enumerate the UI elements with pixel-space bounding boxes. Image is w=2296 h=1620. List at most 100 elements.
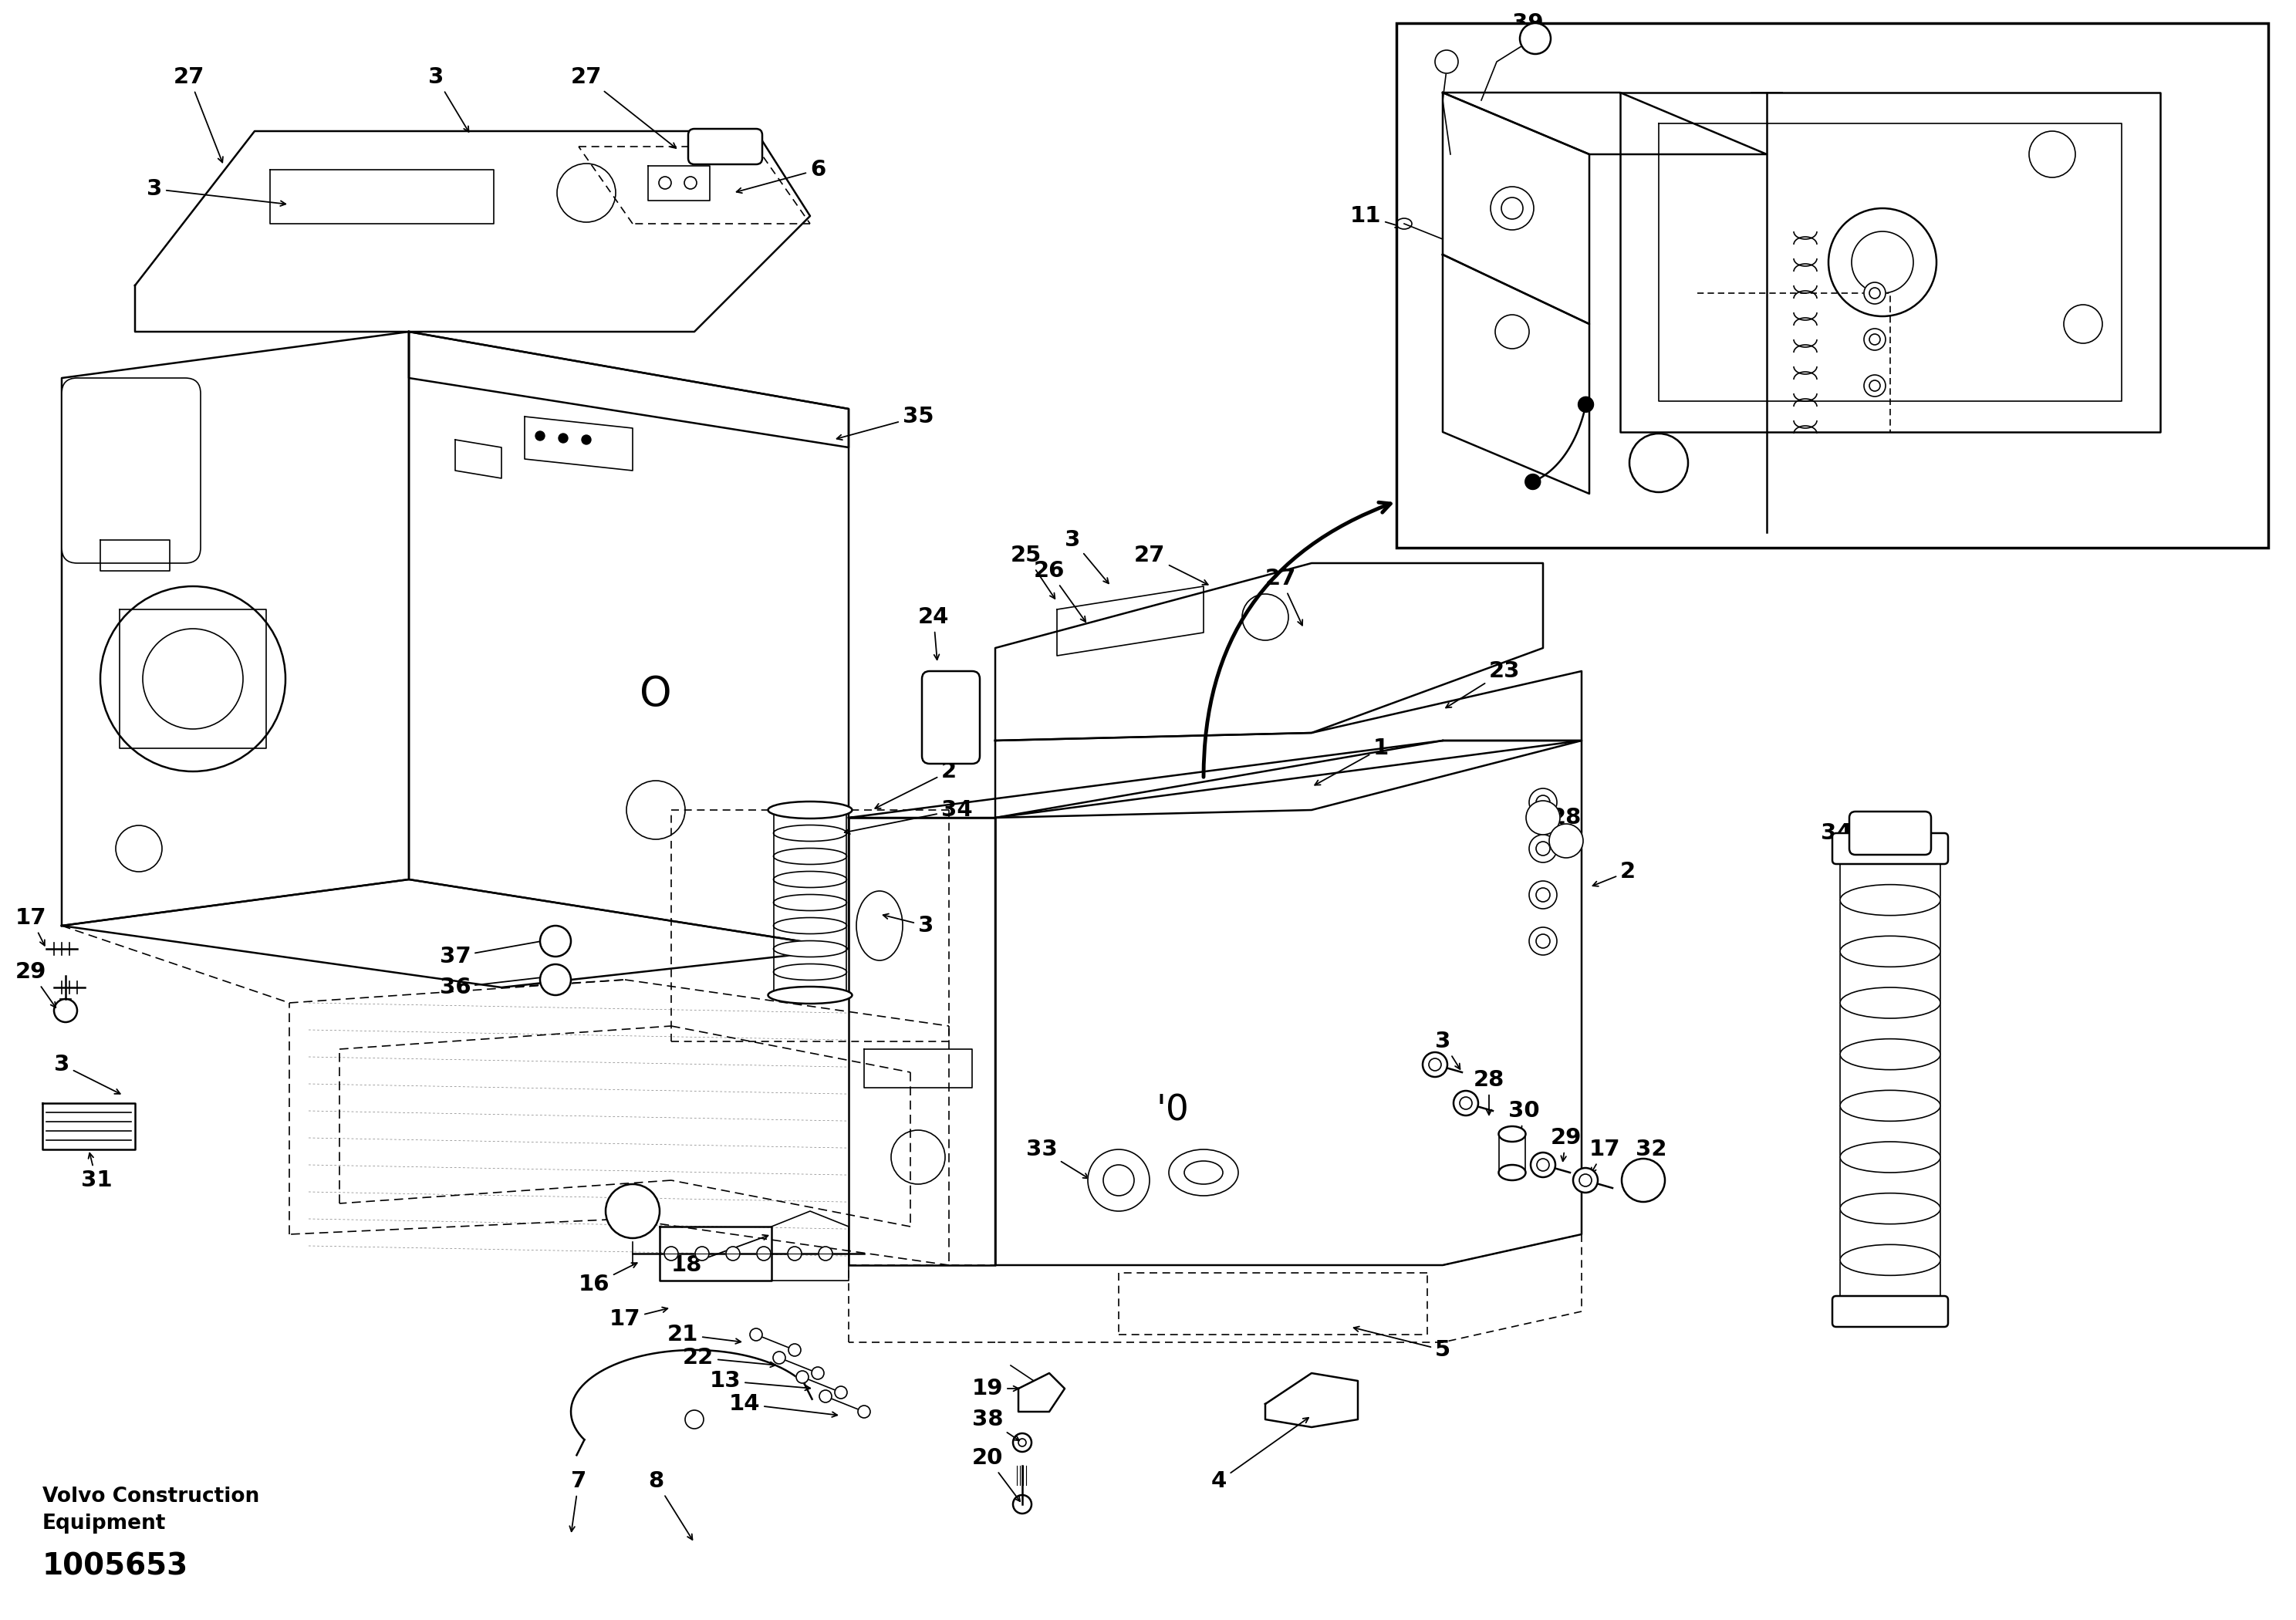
Text: 39: 39 [1511,13,1543,37]
Text: 23: 23 [1446,661,1520,708]
Text: 1: 1 [1623,50,1667,113]
Polygon shape [62,332,409,925]
Text: 33: 33 [1026,1139,1088,1178]
Polygon shape [850,818,994,1265]
Text: 21: 21 [668,1324,742,1345]
Text: Equipment: Equipment [41,1513,165,1534]
Circle shape [664,1247,677,1260]
Ellipse shape [1839,1194,1940,1225]
Ellipse shape [769,987,852,1004]
Text: 30: 30 [1508,1100,1538,1137]
Circle shape [1550,825,1584,859]
Circle shape [751,1328,762,1341]
Text: 3: 3 [1065,530,1109,583]
Text: 14: 14 [728,1393,838,1418]
FancyBboxPatch shape [62,377,200,564]
Ellipse shape [1839,1038,1940,1069]
Circle shape [1525,475,1541,489]
Text: 4: 4 [1212,1418,1309,1492]
Text: 5: 5 [1355,1327,1451,1361]
Text: 35: 35 [836,405,934,441]
Circle shape [820,1390,831,1403]
Polygon shape [62,880,850,988]
Ellipse shape [1839,1244,1940,1275]
Ellipse shape [1839,1090,1940,1121]
Text: 13: 13 [709,1371,810,1392]
Circle shape [1453,1090,1479,1116]
Circle shape [1828,209,1936,316]
Text: 27: 27 [174,66,223,162]
Text: 32: 32 [1635,1139,1667,1176]
Circle shape [1527,800,1559,834]
Circle shape [788,1247,801,1260]
Polygon shape [1442,254,1589,494]
Text: 38: 38 [971,1409,1019,1440]
Text: 2: 2 [875,761,957,808]
Ellipse shape [774,825,847,841]
Text: 10: 10 [1522,467,1559,520]
Text: 11: 11 [1350,206,1401,227]
Circle shape [540,925,572,956]
Circle shape [774,1351,785,1364]
Text: 36: 36 [439,974,551,998]
Text: 34: 34 [1821,823,1853,847]
Text: 22: 22 [682,1346,776,1369]
Text: 24: 24 [918,606,948,659]
Circle shape [1490,186,1534,230]
Ellipse shape [774,941,847,957]
Text: 18: 18 [670,1234,769,1277]
Ellipse shape [1499,1126,1525,1142]
Text: 1: 1 [1316,737,1389,786]
Text: 27: 27 [572,66,675,147]
Circle shape [810,1367,824,1379]
Ellipse shape [774,894,847,910]
Circle shape [1529,834,1557,862]
Circle shape [1864,329,1885,350]
Text: 17: 17 [16,907,46,946]
FancyBboxPatch shape [1396,23,2268,548]
Polygon shape [409,332,850,447]
Polygon shape [135,131,810,332]
Ellipse shape [774,872,847,888]
Circle shape [859,1406,870,1418]
Ellipse shape [774,964,847,980]
Circle shape [836,1387,847,1398]
Circle shape [2064,305,2103,343]
Circle shape [2030,131,2076,178]
Text: 16: 16 [579,1264,636,1296]
Circle shape [820,1247,833,1260]
Polygon shape [409,332,850,949]
Circle shape [1424,1053,1446,1077]
Text: 26: 26 [1033,561,1086,622]
Text: A: A [622,1199,643,1223]
Circle shape [1520,23,1550,53]
Text: O: O [641,674,673,714]
Circle shape [696,1247,709,1260]
Circle shape [1529,927,1557,956]
FancyBboxPatch shape [923,671,980,763]
Circle shape [558,434,567,442]
Text: 31: 31 [80,1153,113,1191]
Ellipse shape [769,802,852,818]
Text: 20: 20 [971,1447,1019,1502]
Text: 19: 19 [971,1377,1019,1400]
Text: 1005653: 1005653 [41,1552,188,1581]
Polygon shape [1442,92,1766,154]
Text: 6: 6 [737,159,827,193]
FancyBboxPatch shape [1832,1296,1947,1327]
Circle shape [1621,1158,1665,1202]
FancyBboxPatch shape [689,130,762,164]
Text: 3: 3 [884,914,934,936]
Text: Volvo Construction: Volvo Construction [41,1487,259,1507]
Polygon shape [1621,92,2161,433]
Ellipse shape [774,802,847,818]
Circle shape [1529,789,1557,816]
Circle shape [1573,1168,1598,1192]
Text: 37: 37 [439,936,560,967]
Circle shape [797,1371,808,1383]
Text: 3: 3 [53,1053,119,1094]
Text: 28: 28 [1474,1069,1504,1115]
Ellipse shape [774,987,847,1003]
Ellipse shape [1839,833,1940,863]
Circle shape [606,1184,659,1238]
